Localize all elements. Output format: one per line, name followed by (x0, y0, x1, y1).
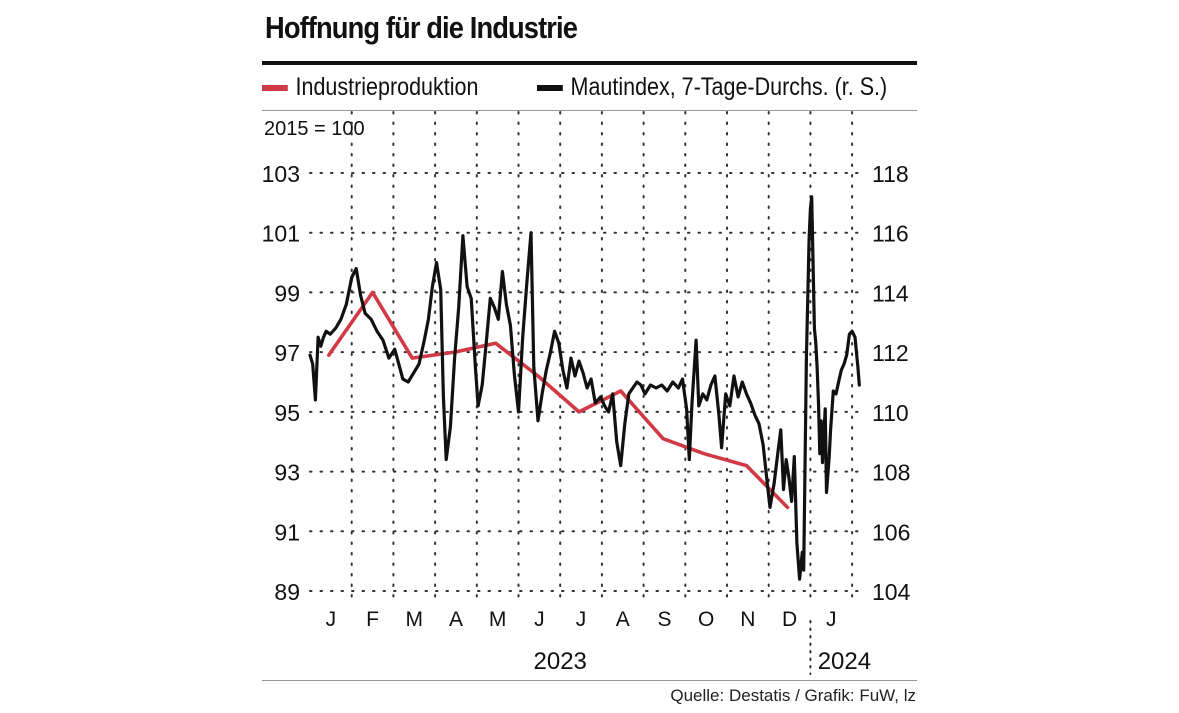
y-right-tick-label: 116 (872, 221, 909, 247)
x-month-label: O (698, 608, 714, 631)
legend-item-industrieproduktion: Industrieproduktion (262, 73, 478, 102)
y-right-tick-label: 110 (872, 400, 909, 426)
x-month-label: J (576, 608, 587, 631)
x-month-label: J (326, 608, 337, 631)
source-note: Quelle: Destatis / Grafik: FuW, lz (670, 686, 916, 705)
unit-note: 2015 = 100 (264, 118, 365, 140)
legend-label-industrieproduktion: Industrieproduktion (295, 73, 479, 101)
x-month-label: J (826, 608, 837, 631)
y-right-tick-label: 114 (872, 280, 909, 306)
y-left-tick-label: 89 (274, 579, 300, 605)
x-year-label: 2023 (534, 648, 587, 675)
x-month-label: M (489, 608, 507, 631)
y-left-tick-label: 99 (274, 280, 300, 306)
bottom-rule (262, 680, 917, 681)
title-rule (262, 61, 917, 65)
x-month-label: J (534, 608, 545, 631)
x-month-label: A (449, 608, 463, 631)
y-right-tick-label: 118 (872, 161, 909, 187)
y-right-tick-label: 104 (872, 579, 911, 605)
x-month-label: D (782, 608, 797, 631)
legend-item-mautindex: Mautindex, 7-Tage-Durchs. (r. S.) (537, 73, 887, 102)
y-left-tick-label: 95 (274, 400, 300, 426)
y-left-tick-label: 103 (262, 161, 300, 187)
y-right-tick-label: 112 (872, 340, 909, 366)
legend-swatch-red (262, 84, 288, 91)
x-month-label: A (616, 608, 630, 631)
chart-title: Hoffnung für die Industrie (265, 10, 578, 45)
series-line-mautindex (308, 195, 861, 581)
y-left-tick-label: 91 (274, 519, 300, 545)
y-right-tick-label: 106 (872, 519, 910, 545)
x-month-label: S (657, 608, 671, 631)
y-left-tick-label: 93 (274, 460, 300, 486)
y-left-tick-label: 97 (274, 340, 300, 366)
legend-swatch-black (537, 84, 563, 91)
y-right-tick-label: 108 (872, 460, 910, 486)
legend: Industrieproduktion Mautindex, 7-Tage-Du… (262, 70, 922, 106)
series-line-industrieproduktion (326, 290, 790, 510)
y-left-tick-label: 101 (262, 221, 300, 247)
legend-rule (262, 110, 917, 111)
legend-label-mautindex: Mautindex, 7-Tage-Durchs. (r. S.) (570, 73, 888, 101)
x-month-label: M (406, 608, 424, 631)
x-month-label: N (740, 608, 755, 631)
x-year-label: 2024 (818, 648, 871, 675)
x-month-label: F (366, 608, 379, 631)
